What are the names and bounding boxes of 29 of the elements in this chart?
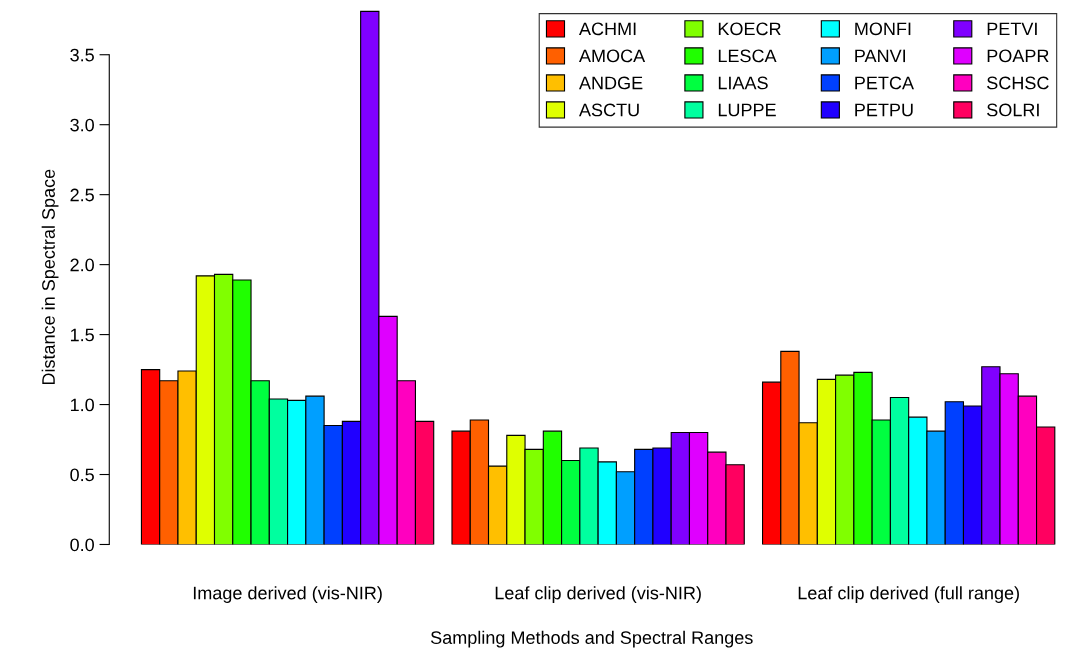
y-tick-label: 1.5 <box>70 328 94 342</box>
y-tick-label: 0.0 <box>70 538 94 552</box>
legend-label: SCHSC <box>987 76 1049 90</box>
y-tick-label: 3.0 <box>70 118 94 132</box>
y-tick-label: 2.5 <box>70 188 94 202</box>
x-tick-label: Leaf clip derived (vis-NIR) <box>495 586 701 603</box>
y-tick-label: 3.5 <box>70 48 94 62</box>
legend-label: LUPPE <box>718 103 776 117</box>
legend-label: PETPU <box>855 103 913 117</box>
legend-label: PETCA <box>855 76 914 90</box>
legend-label: ACHMI <box>578 22 636 36</box>
legend-label: PANVI <box>855 49 906 63</box>
y-axis-title: Distance in Spectral Space <box>41 169 59 385</box>
legend-label: ASCTU <box>578 103 639 117</box>
legend-label: LESCA <box>718 49 777 63</box>
legend-label: MONFI <box>855 22 911 36</box>
legend-label: PETVI <box>987 22 1037 36</box>
legend-label: POAPR <box>987 49 1049 63</box>
y-tick-label: 0.5 <box>70 468 94 482</box>
legend-label: SOLRI <box>987 103 1039 117</box>
legend-label: AMOCA <box>578 49 646 63</box>
y-tick-label: 2.0 <box>70 258 94 272</box>
legend-label: ANDGE <box>578 76 643 90</box>
legend-label: LIAAS <box>718 76 768 90</box>
x-axis-title: Sampling Methods and Spectral Ranges <box>430 630 753 648</box>
y-tick-label: 1.0 <box>70 398 94 412</box>
legend-label: KOECR <box>718 22 781 36</box>
x-tick-label: Image derived (vis-NIR) <box>193 586 382 603</box>
x-tick-label: Leaf clip derived (full range) <box>798 586 1019 603</box>
